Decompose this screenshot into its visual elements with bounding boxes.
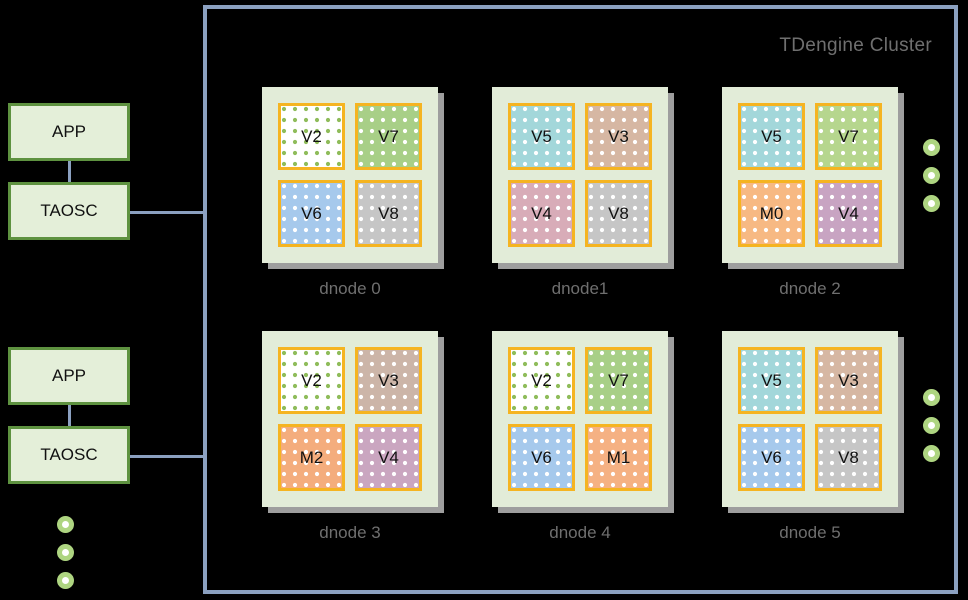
dnode-1: V5 V3 V4 V8 dnode1	[492, 87, 674, 298]
ellipsis-dot-icon	[923, 389, 940, 406]
vnode-label: V5	[761, 126, 782, 146]
mnode-label: M2	[299, 447, 324, 467]
dnode-2: V5 V7 M0 V4 dnode 2	[722, 87, 904, 298]
ellipsis-dot-icon	[57, 544, 74, 561]
cluster-row-1-more	[923, 139, 940, 223]
vnode-v3: V3	[355, 347, 422, 414]
cluster-title: TDengine Cluster	[779, 35, 932, 56]
vnode-label: V4	[378, 447, 399, 467]
vnode-v3: V3	[585, 103, 652, 170]
vnode-v4: V4	[815, 180, 882, 247]
mnode-label: M0	[759, 203, 784, 223]
dnode-0: V2 V7 V6 V8 dnode 0	[262, 87, 444, 298]
vnode-v6: V6	[278, 180, 345, 247]
dnode-label-0: dnode 0	[319, 279, 381, 298]
connector-app-to-taosc-0	[68, 161, 71, 182]
vnode-v4: V4	[355, 424, 422, 491]
app-box-label: APP	[51, 122, 87, 141]
dnode-body: V5 V3 V4 V8	[492, 87, 668, 263]
vnode-v5: V5	[738, 347, 805, 414]
vnode-v8: V8	[355, 180, 422, 247]
vnode-v5: V5	[508, 103, 575, 170]
ellipsis-dot-icon	[923, 139, 940, 156]
vnode-v2: V2	[278, 347, 345, 414]
taosc-box-label: TAOSC	[40, 445, 98, 464]
vnode-label: V6	[761, 447, 782, 467]
vnode-label: V7	[378, 126, 399, 146]
connector-taosc-to-cluster-0	[130, 211, 205, 214]
vnode-label: V2	[531, 370, 552, 390]
dnode-label-1: dnode1	[551, 279, 609, 298]
vnode-v6: V6	[738, 424, 805, 491]
mnode-label: M1	[606, 447, 631, 467]
vnode-label: V7	[608, 370, 629, 390]
vnode-v7: V7	[355, 103, 422, 170]
dnode-body: V2 V7 V6 M1	[492, 331, 668, 507]
dnode-3: V2 V3 M2 V4 dnode 3	[262, 331, 444, 542]
ellipsis-dot-icon	[923, 167, 940, 184]
mnode-m2: M2	[278, 424, 345, 491]
ellipsis-dot-icon	[923, 445, 940, 462]
connector-taosc-to-cluster-1	[130, 455, 205, 458]
vnode-label: V8	[378, 203, 399, 223]
clients-more	[57, 516, 74, 600]
dnode-4: V2 V7 V6 M1 dnode 4	[492, 331, 674, 542]
dnode-body: V5 V3 V6 V8	[722, 331, 898, 507]
dnode-label-4: dnode 4	[549, 523, 611, 542]
app-box-1: APP	[8, 347, 130, 405]
ellipsis-dot-icon	[923, 195, 940, 212]
vnode-v6: V6	[508, 424, 575, 491]
dnode-label-5: dnode 5	[779, 523, 841, 542]
vnode-v2: V2	[278, 103, 345, 170]
mnode-m0: M0	[738, 180, 805, 247]
vnode-label: V8	[838, 447, 859, 467]
vnode-label: V3	[838, 370, 859, 390]
dnode-label-2: dnode 2	[779, 279, 841, 298]
connector-app-to-taosc-1	[68, 405, 71, 426]
taosc-box-label: TAOSC	[40, 201, 98, 220]
vnode-label: V4	[531, 203, 552, 223]
ellipsis-dot-icon	[923, 417, 940, 434]
ellipsis-dot-icon	[57, 572, 74, 589]
vnode-v3: V3	[815, 347, 882, 414]
dnode-body: V5 V7 M0 V4	[722, 87, 898, 263]
dnode-body: V2 V7 V6 V8	[262, 87, 438, 263]
vnode-label: V5	[761, 370, 782, 390]
vnode-label: V6	[301, 203, 322, 223]
vnode-v2: V2	[508, 347, 575, 414]
vnode-label: V3	[608, 126, 629, 146]
dnode-5: V5 V3 V6 V8 dnode 5	[722, 331, 904, 542]
vnode-label: V3	[378, 370, 399, 390]
vnode-v5: V5	[738, 103, 805, 170]
vnode-label: V8	[608, 203, 629, 223]
vnode-label: V7	[838, 126, 859, 146]
vnode-v8: V8	[815, 424, 882, 491]
vnode-v8: V8	[585, 180, 652, 247]
vnode-label: V2	[301, 126, 322, 146]
vnode-label: V2	[301, 370, 322, 390]
vnode-label: V6	[531, 447, 552, 467]
vnode-v7: V7	[815, 103, 882, 170]
cluster-row-2-more	[923, 389, 940, 473]
app-box-0: APP	[8, 103, 130, 161]
vnode-v4: V4	[508, 180, 575, 247]
tdengine-cluster-frame: TDengine Cluster	[203, 5, 958, 594]
taosc-box-1: TAOSC	[8, 426, 130, 484]
dnode-body: V2 V3 M2 V4	[262, 331, 438, 507]
vnode-v7: V7	[585, 347, 652, 414]
ellipsis-dot-icon	[57, 516, 74, 533]
vnode-label: V5	[531, 126, 552, 146]
mnode-m1: M1	[585, 424, 652, 491]
dnode-label-3: dnode 3	[319, 523, 381, 542]
app-box-label: APP	[51, 366, 87, 385]
vnode-label: V4	[838, 203, 859, 223]
taosc-box-0: TAOSC	[8, 182, 130, 240]
